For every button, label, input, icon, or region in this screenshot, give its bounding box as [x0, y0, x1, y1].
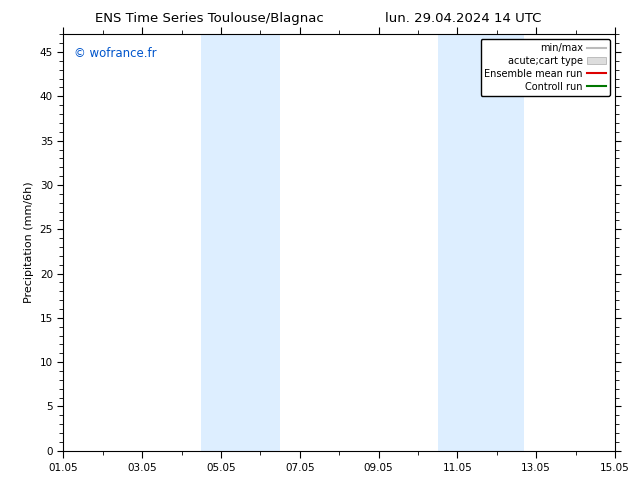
Bar [437, 34, 524, 451]
Bar [202, 34, 280, 451]
Text: lun. 29.04.2024 14 UTC: lun. 29.04.2024 14 UTC [385, 12, 541, 25]
Text: © wofrance.fr: © wofrance.fr [74, 47, 157, 60]
Y-axis label: Precipitation (mm/6h): Precipitation (mm/6h) [24, 182, 34, 303]
Text: ENS Time Series Toulouse/Blagnac: ENS Time Series Toulouse/Blagnac [95, 12, 323, 25]
Legend: min/max, acute;cart type, Ensemble mean run, Controll run: min/max, acute;cart type, Ensemble mean … [481, 39, 610, 96]
